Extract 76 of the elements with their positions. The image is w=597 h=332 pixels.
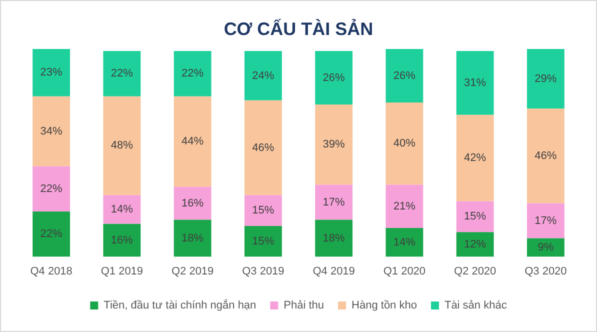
bar: [386, 228, 424, 257]
data-label: 40%: [393, 138, 416, 150]
bar: [386, 184, 424, 228]
data-label: 12%: [464, 238, 486, 250]
bar: [386, 102, 424, 185]
data-label: 9%: [538, 242, 554, 254]
data-label: 24%: [252, 70, 274, 82]
bar: [456, 51, 494, 115]
bar: [174, 186, 212, 220]
data-label: 31%: [464, 76, 486, 89]
chart-title: CƠ CẤU TÀI SẢN: [222, 19, 374, 41]
bar: [103, 195, 141, 224]
data-label: 15%: [252, 204, 274, 217]
bar: [32, 166, 70, 212]
bar: [244, 226, 282, 257]
x-tick-label: Q4 2019: [312, 265, 355, 278]
bar: [244, 100, 282, 196]
data-label: 42%: [464, 152, 486, 164]
bar: [526, 108, 564, 204]
x-tick-label: Q3 2019: [242, 265, 284, 278]
x-tick-label: Q4 2018: [30, 265, 72, 278]
data-label: 15%: [252, 235, 274, 248]
data-label: 18%: [322, 232, 346, 244]
bar: [32, 212, 70, 257]
data-label: 22%: [110, 68, 134, 80]
data-label: 17%: [322, 196, 346, 208]
bar: [174, 51, 212, 96]
data-label: 23%: [40, 66, 63, 79]
bar: [526, 203, 564, 238]
legend-label: Tài sản khác: [444, 300, 508, 312]
bar: [315, 184, 353, 220]
x-tick-label: Q2 2019: [171, 265, 214, 278]
bar: [103, 224, 141, 257]
data-label: 16%: [182, 197, 204, 210]
data-label: 46%: [534, 150, 557, 162]
bar: [174, 220, 212, 257]
data-label: 34%: [40, 125, 63, 138]
data-label: 44%: [182, 136, 204, 148]
data-label: 39%: [322, 138, 346, 151]
data-label: 14%: [110, 204, 134, 216]
data-label: 15%: [464, 210, 486, 223]
legend-label: Hàng tồn kho: [352, 300, 417, 312]
bar: [103, 51, 141, 96]
bar: [103, 96, 141, 196]
bar: [244, 51, 282, 100]
data-label: 48%: [110, 140, 134, 152]
bar: [32, 96, 70, 166]
bar: [526, 49, 564, 109]
data-label: 14%: [393, 236, 416, 248]
x-tick-label: Q2 2020: [454, 265, 496, 278]
x-tick-label: Q3 2020: [524, 265, 567, 278]
legend-label: Phải thu: [284, 300, 324, 312]
data-label: 22%: [182, 68, 204, 80]
bar: [174, 96, 212, 187]
data-label: 22%: [40, 182, 63, 195]
bar: [456, 114, 494, 202]
bar: [315, 104, 353, 185]
data-label: 21%: [393, 200, 416, 212]
data-label: 46%: [252, 142, 274, 154]
data-label: 16%: [110, 234, 134, 246]
data-label: 22%: [40, 228, 63, 240]
legend-label: Tiền, đầu tư tài chính ngắn hạn: [104, 298, 256, 312]
x-tick-label: Q1 2020: [383, 265, 426, 278]
bar: [32, 49, 70, 96]
data-label: 18%: [182, 232, 204, 244]
bar: [244, 195, 282, 226]
bar: [456, 232, 494, 257]
data-label: 17%: [534, 214, 557, 227]
data-label: 26%: [393, 70, 416, 82]
data-label: 26%: [322, 72, 346, 84]
bar: [315, 220, 353, 257]
x-tick-label: Q1 2019: [100, 265, 144, 278]
bar: [456, 201, 494, 232]
bar: [386, 49, 424, 102]
bar: [315, 51, 353, 105]
data-label: 29%: [534, 72, 557, 85]
